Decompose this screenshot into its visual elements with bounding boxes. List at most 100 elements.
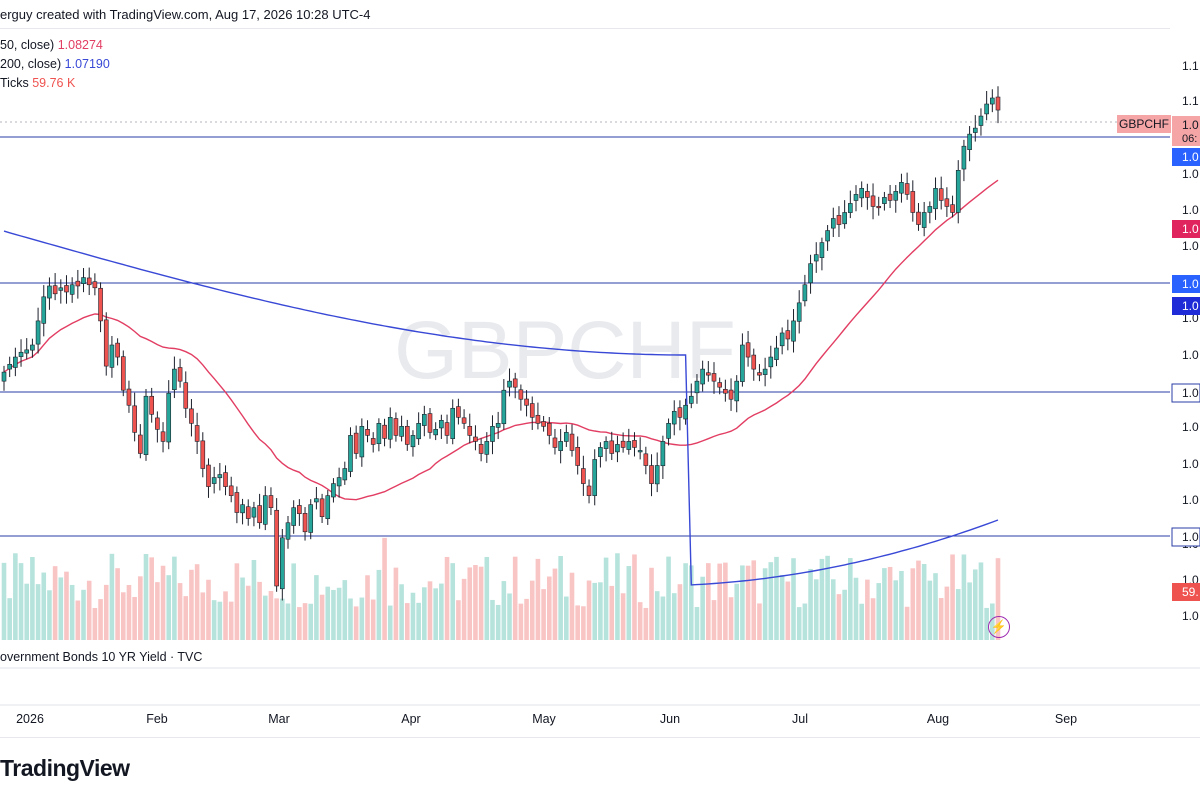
candle-body (200, 440, 206, 469)
candle-body (955, 169, 961, 213)
candle-body (768, 356, 774, 368)
candle-body (478, 444, 484, 454)
candle (677, 400, 683, 431)
candle (882, 191, 887, 211)
candle (842, 200, 847, 229)
candle-body (132, 405, 137, 433)
candle-body (853, 194, 859, 201)
candle (916, 203, 921, 231)
candle-body (683, 404, 688, 420)
candle-body (297, 505, 302, 515)
price-tag-text: 1.0 (1182, 530, 1199, 544)
candle-body (155, 417, 160, 430)
candle-body (876, 205, 882, 209)
candle-body (353, 432, 359, 454)
candle (529, 396, 535, 430)
candle (234, 486, 240, 524)
volume-bar (206, 579, 211, 640)
volume-bar (558, 556, 563, 640)
candle-body (921, 212, 927, 228)
candle (609, 431, 615, 461)
candle (86, 267, 92, 296)
candle (75, 269, 81, 299)
volume-bar (336, 587, 342, 640)
volume-bar (751, 560, 757, 640)
candle-body (166, 392, 172, 443)
candle-body (967, 133, 972, 150)
lightning-icon[interactable]: ⚡ (988, 616, 1010, 638)
candle-body (64, 285, 69, 293)
volume-bar (92, 607, 98, 640)
volume-bar (422, 587, 427, 640)
volume-bar (200, 592, 206, 640)
volume-bar (995, 558, 1001, 640)
volume-bar (115, 568, 120, 640)
candle (69, 277, 75, 303)
volume-bar (166, 575, 172, 640)
volume-bar (524, 598, 529, 640)
candle-body (512, 378, 518, 388)
volume-bar (581, 606, 586, 640)
candle (887, 184, 893, 209)
volume-bar (461, 578, 467, 640)
candle (240, 498, 245, 525)
candle-body (433, 429, 438, 436)
candle (586, 479, 592, 504)
candle-body (791, 320, 796, 342)
candle-body (262, 495, 268, 525)
candle (859, 181, 864, 208)
candle (143, 388, 149, 461)
ma200-legend-row: 200, close) 1.07190 (0, 55, 110, 74)
candle (285, 516, 291, 549)
volume-bar (598, 582, 603, 640)
candle-body (24, 349, 30, 354)
time-tick-label: Feb (146, 712, 168, 726)
candle-body (728, 389, 734, 400)
candle-body (649, 465, 654, 484)
candle-body (677, 407, 683, 418)
volume-bar (830, 579, 836, 640)
volume-bar (427, 581, 433, 640)
volume-bar (370, 599, 376, 640)
candle-body (706, 372, 711, 376)
volume-bar (86, 580, 92, 640)
candle (172, 356, 177, 399)
candle-body (581, 468, 586, 484)
volume-bar (768, 562, 774, 640)
candle-body (984, 103, 989, 115)
price-tag-text: 1.0 (1182, 222, 1199, 236)
candle (251, 501, 257, 527)
candle (223, 465, 228, 496)
candle (64, 275, 69, 304)
candle-body (285, 522, 291, 540)
volume-bar (626, 566, 632, 640)
candle (399, 415, 404, 442)
price-tag: 1.0 (1171, 383, 1200, 403)
candle (734, 375, 740, 413)
candle (717, 377, 722, 395)
price-chart[interactable]: GBPCHF 1.11.11.01.01.01.01.01.01.01.01.0… (0, 0, 1200, 737)
candle (995, 86, 1001, 124)
volume-bar (456, 600, 461, 640)
volume-bar (103, 584, 109, 640)
candle (808, 254, 813, 294)
candle-body (416, 423, 421, 440)
candle-body (637, 450, 643, 453)
volume-bar (120, 592, 126, 640)
price-tag-text: 1.0 (1182, 118, 1199, 132)
candle-body (899, 182, 904, 194)
volume-bar (870, 598, 876, 640)
candle (7, 356, 12, 378)
candle-body (779, 332, 785, 347)
volume-bar (484, 556, 490, 640)
volume-bar (240, 577, 245, 640)
volume-bar (950, 554, 955, 640)
candle (637, 437, 643, 460)
volume-bar (632, 554, 637, 640)
volume-bar (779, 574, 785, 640)
candle (751, 348, 757, 381)
candle-body (308, 504, 314, 533)
volume-bar (132, 596, 137, 640)
candle-body (92, 281, 98, 289)
author-byline: erguy created with TradingView.com, Aug … (0, 7, 371, 22)
